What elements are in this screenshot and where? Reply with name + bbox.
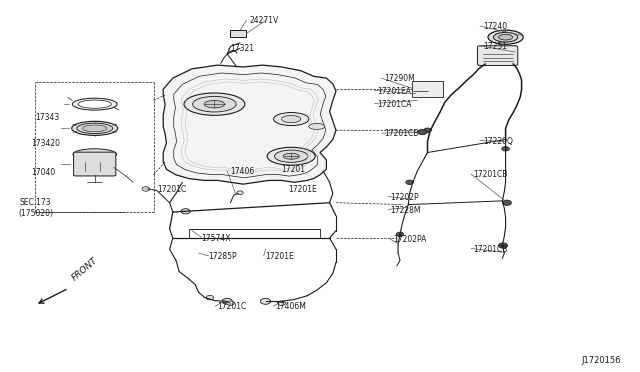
Circle shape	[502, 147, 509, 151]
Text: 17285P: 17285P	[208, 252, 237, 261]
Text: (175020): (175020)	[18, 209, 53, 218]
Polygon shape	[163, 65, 336, 184]
Circle shape	[418, 129, 427, 135]
Ellipse shape	[83, 125, 107, 132]
Text: 17201EA: 17201EA	[378, 87, 412, 96]
Circle shape	[222, 298, 232, 304]
Ellipse shape	[268, 147, 315, 165]
Text: 173420: 173420	[31, 139, 60, 148]
Text: 17220Q: 17220Q	[483, 137, 513, 146]
Text: 17040: 17040	[31, 169, 55, 177]
Text: 17201C: 17201C	[157, 185, 186, 194]
Ellipse shape	[73, 149, 116, 160]
Text: 17202P: 17202P	[390, 193, 419, 202]
Circle shape	[237, 191, 243, 195]
Text: 17201E: 17201E	[288, 185, 317, 194]
Ellipse shape	[499, 34, 513, 40]
Ellipse shape	[72, 121, 118, 135]
Ellipse shape	[274, 112, 309, 125]
Text: 17406M: 17406M	[275, 302, 306, 311]
Circle shape	[181, 209, 190, 214]
Circle shape	[278, 301, 285, 305]
Text: 17251: 17251	[483, 42, 507, 51]
Ellipse shape	[283, 153, 300, 159]
Text: 17240: 17240	[483, 22, 508, 31]
Text: FRONT: FRONT	[70, 256, 100, 283]
Circle shape	[142, 187, 150, 191]
Text: 17201C: 17201C	[218, 302, 247, 311]
Text: 17201: 17201	[282, 165, 306, 174]
Text: 17201CB: 17201CB	[474, 245, 508, 254]
FancyBboxPatch shape	[74, 152, 116, 176]
Ellipse shape	[493, 32, 518, 42]
Text: 17201CA: 17201CA	[378, 100, 412, 109]
Ellipse shape	[275, 150, 308, 162]
Text: 17202PA: 17202PA	[394, 235, 427, 244]
Ellipse shape	[282, 115, 301, 122]
Ellipse shape	[204, 100, 225, 108]
Circle shape	[396, 232, 404, 237]
Ellipse shape	[184, 93, 245, 115]
Circle shape	[424, 128, 431, 132]
FancyBboxPatch shape	[412, 81, 443, 97]
Ellipse shape	[78, 100, 111, 108]
Text: 17201E: 17201E	[266, 252, 294, 261]
FancyBboxPatch shape	[477, 46, 518, 65]
Text: 17406: 17406	[230, 167, 255, 176]
Circle shape	[502, 200, 511, 205]
Text: 17228M: 17228M	[390, 206, 421, 215]
Ellipse shape	[193, 96, 236, 112]
Text: J1720156: J1720156	[581, 356, 621, 365]
Circle shape	[227, 301, 234, 305]
Ellipse shape	[77, 123, 113, 134]
Text: 17290M: 17290M	[384, 74, 415, 83]
Text: 17201CB: 17201CB	[384, 129, 419, 138]
Text: 17201CB: 17201CB	[474, 170, 508, 179]
Ellipse shape	[309, 124, 325, 129]
Circle shape	[260, 298, 271, 304]
Ellipse shape	[488, 30, 524, 44]
Circle shape	[499, 243, 508, 248]
Text: 17574X: 17574X	[202, 234, 231, 243]
Text: SEC.173: SEC.173	[19, 198, 51, 207]
Circle shape	[206, 295, 214, 300]
Ellipse shape	[72, 98, 117, 110]
Text: 17321: 17321	[230, 44, 254, 53]
Circle shape	[431, 87, 439, 92]
Text: 24271V: 24271V	[250, 16, 279, 25]
Circle shape	[406, 180, 413, 185]
Bar	[230, 30, 246, 37]
Text: 17343: 17343	[35, 113, 60, 122]
